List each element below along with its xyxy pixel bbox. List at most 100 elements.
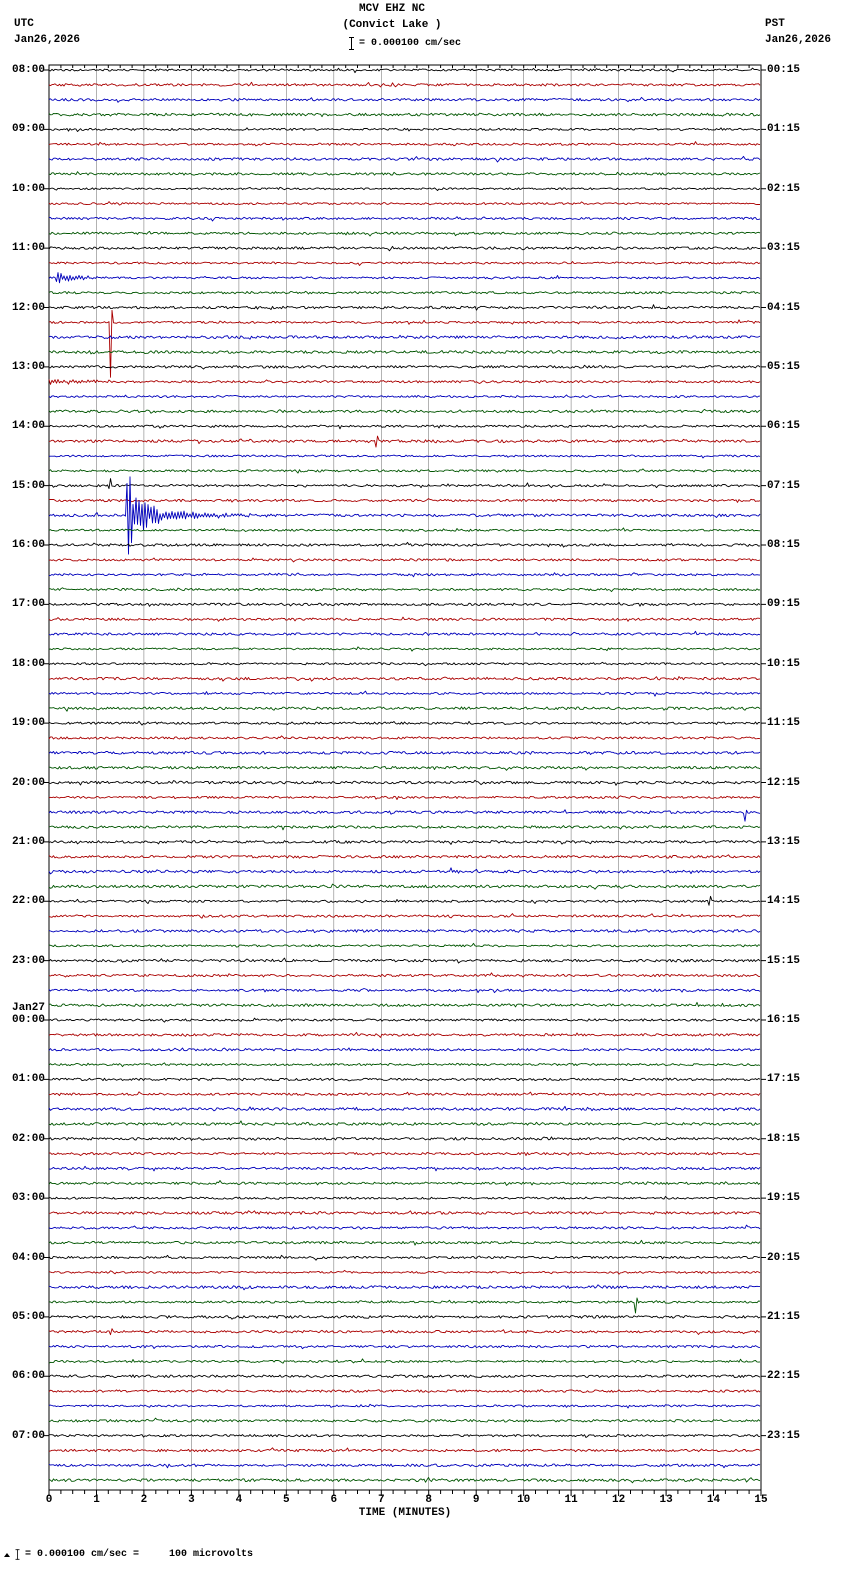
utc-heading: UTC (14, 18, 34, 30)
seismo-trace-row-73 (48, 1152, 761, 1157)
seismo-trace-row-12 (48, 245, 761, 252)
seismo-trace-row-65 (48, 1031, 761, 1038)
seismo-trace-row-30 (48, 476, 761, 555)
seismo-trace-row-28 (48, 478, 761, 490)
seismo-trace-row-58 (48, 929, 761, 934)
seismo-trace-row-67 (48, 1062, 761, 1068)
seismo-trace-row-22 (48, 394, 761, 399)
seismo-trace-row-3 (48, 112, 761, 118)
seismo-trace-row-40 (48, 661, 761, 667)
seismo-trace-row-41 (48, 676, 761, 682)
seismo-trace-row-92 (48, 1434, 761, 1438)
seismo-trace-row-18 (48, 334, 761, 340)
seismo-trace-row-7 (48, 171, 761, 176)
seismo-trace-row-1 (48, 81, 761, 88)
seismo-trace-row-56 (48, 895, 761, 906)
pst-heading: PST (765, 18, 785, 30)
seismo-trace-row-19 (48, 349, 761, 355)
seismo-trace-row-31 (48, 527, 761, 533)
utc-date: Jan26,2026 (14, 34, 81, 46)
seismo-trace-row-54 (48, 867, 761, 875)
seismo-trace-row-39 (48, 646, 761, 652)
seismo-trace-row-91 (48, 1417, 761, 1423)
scale-bar-icon (348, 37, 355, 50)
seismo-trace-row-64 (48, 1017, 761, 1023)
seismo-trace-row-36 (48, 602, 761, 607)
scale-bar-icon-small (15, 1549, 21, 1560)
seismo-trace-row-83 (48, 1297, 761, 1314)
seismo-trace-row-46 (48, 750, 761, 755)
plot-border (48, 64, 762, 1491)
seismo-trace-row-84 (48, 1315, 761, 1320)
seismo-trace-row-69 (48, 1091, 761, 1096)
seismo-trace-row-42 (48, 690, 761, 697)
seismo-trace-row-80 (48, 1254, 761, 1261)
seismo-trace-row-55 (48, 883, 761, 890)
seismo-trace-row-37 (48, 616, 761, 622)
seismo-trace-row-16 (49, 304, 761, 311)
amplitude-scale: = 0.000100 cm/sec (348, 37, 461, 50)
seismo-trace-row-85 (48, 1328, 761, 1336)
seismo-trace-row-51 (48, 825, 761, 831)
seismo-trace-row-79 (48, 1239, 761, 1246)
seismo-trace-row-8 (48, 186, 761, 191)
seismo-trace-row-20 (48, 364, 761, 370)
seismo-trace-row-74 (48, 1165, 761, 1172)
seismo-trace-row-57 (48, 913, 761, 919)
seismo-trace-row-44 (48, 720, 761, 726)
seismo-trace-row-75 (48, 1180, 761, 1186)
seismo-trace-row-68 (48, 1077, 761, 1082)
seismo-trace-row-25 (48, 435, 761, 448)
seismo-trace-row-63 (48, 1001, 761, 1008)
seismo-trace-row-2 (48, 96, 761, 103)
seismo-trace-row-89 (48, 1389, 761, 1393)
seismo-trace-row-87 (48, 1358, 761, 1364)
seismo-trace-row-47 (48, 765, 761, 771)
pst-date: Jan26,2026 (765, 34, 832, 46)
x-axis-title: TIME (MINUTES) (358, 1507, 452, 1519)
seismo-trace-row-26 (48, 454, 761, 459)
seismo-trace-row-24 (48, 424, 761, 430)
seismo-trace-row-77 (48, 1210, 761, 1216)
seismo-trace-row-10 (48, 216, 761, 222)
seismo-trace-row-49 (48, 795, 761, 800)
seismo-trace-row-81 (48, 1269, 761, 1275)
seismo-trace-row-9 (48, 201, 761, 206)
seismo-trace-row-21 (48, 379, 761, 385)
scale-label: = 0.000100 cm/sec (359, 38, 462, 49)
seismo-trace-row-38 (48, 630, 761, 636)
seismo-trace-row-0 (48, 67, 761, 74)
plot-grid (48, 65, 762, 1490)
seismo-trace-row-76 (49, 1195, 761, 1201)
seismo-trace-row-35 (48, 587, 761, 593)
seismo-trace-row-32 (48, 541, 761, 548)
seismo-trace-row-66 (48, 1047, 761, 1052)
seismo-trace-row-33 (48, 557, 761, 563)
seismo-trace-row-13 (48, 261, 761, 266)
caret-icon (4, 1552, 10, 1557)
seismo-trace-row-70 (48, 1105, 761, 1112)
footer-scale-text: = 0.000100 cm/sec = 100 microvolts (25, 1549, 254, 1560)
seismo-trace-row-6 (48, 155, 761, 163)
seismo-trace-row-59 (48, 942, 761, 948)
seismo-trace-row-53 (48, 854, 761, 859)
seismo-trace-row-27 (48, 468, 761, 474)
seismo-trace-row-17 (48, 309, 761, 378)
seismo-trace-row-93 (48, 1447, 761, 1453)
seismo-trace-row-48 (48, 779, 761, 786)
seismo-trace-row-62 (48, 988, 761, 994)
seismo-trace-row-14 (48, 272, 761, 284)
seismo-trace-row-88 (48, 1374, 761, 1379)
station-location: (Convict Lake ) (342, 19, 442, 31)
seismo-trace-row-86 (48, 1344, 761, 1350)
seismo-trace-row-52 (48, 839, 761, 845)
seismo-trace-row-29 (48, 498, 761, 503)
seismo-trace-row-50 (48, 809, 761, 822)
seismo-trace-row-4 (49, 127, 760, 132)
seismo-trace-row-34 (49, 572, 761, 578)
seismo-trace-row-71 (48, 1120, 761, 1126)
axis-ticks (44, 65, 766, 1496)
seismo-trace-row-90 (48, 1403, 761, 1409)
seismo-trace-row-95 (48, 1477, 761, 1484)
seismo-trace-row-78 (48, 1224, 761, 1231)
